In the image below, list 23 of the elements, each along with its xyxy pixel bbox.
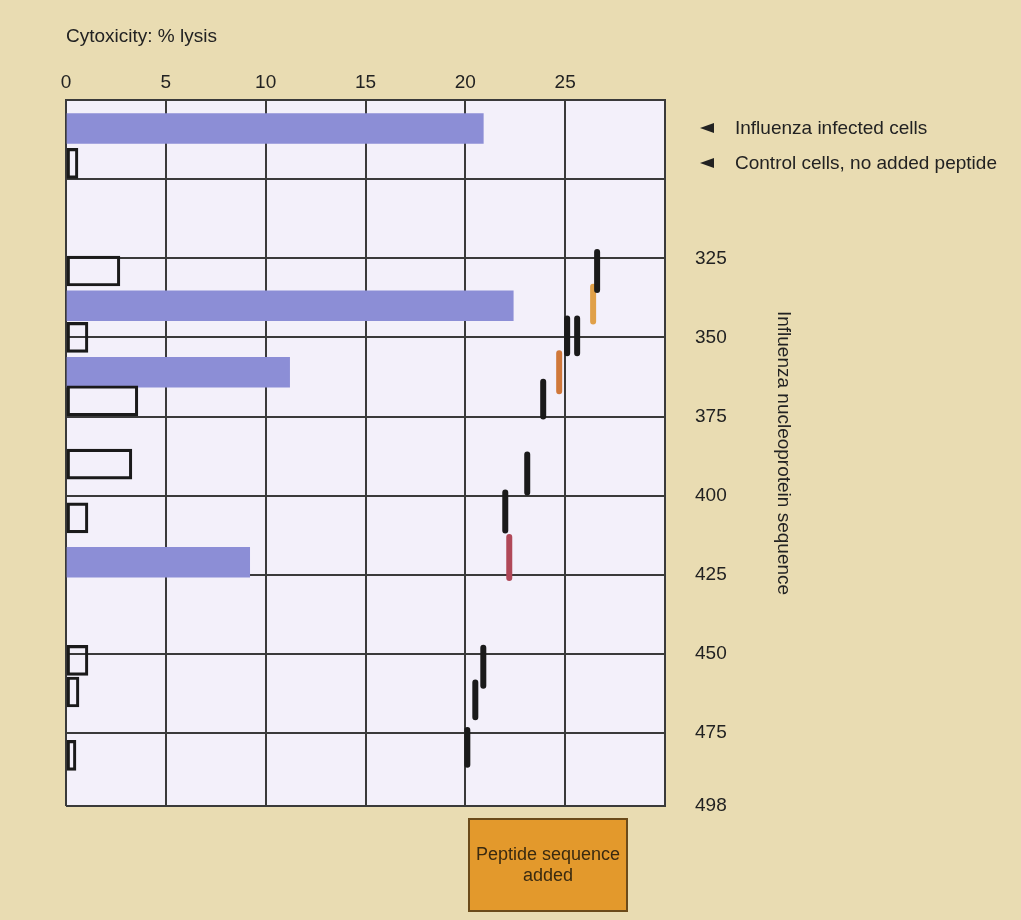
text: Peptide sequence added [468,818,628,912]
bar [66,290,514,322]
bar [66,546,251,578]
x-axis-title: Cytoxicity: % lysis [66,24,217,46]
x-tick-label: 20 [454,70,476,92]
x-tick-label: 15 [354,70,377,92]
text: Control cells, no added peptide [735,152,998,175]
y-tick-label: 475 [695,721,727,743]
y-tick-label: 350 [695,325,727,347]
y-tick-label: 325 [695,246,727,268]
x-tick-label: 10 [255,70,277,92]
y-axis-title: Influenza nucleoprotein sequence [774,310,796,596]
x-tick-label: 5 [160,70,172,92]
x-tick-label: 0 [60,70,72,92]
y-tick-label: 425 [695,563,727,585]
y-tick-label: 450 [695,642,727,664]
text: Influenza infected cells [735,117,929,140]
bar [66,356,290,388]
x-tick-label: 25 [554,70,576,92]
bar [66,113,484,144]
y-tick-label: 498 [695,794,727,816]
y-tick-label: 375 [695,404,727,426]
y-tick-label: 400 [695,483,727,505]
